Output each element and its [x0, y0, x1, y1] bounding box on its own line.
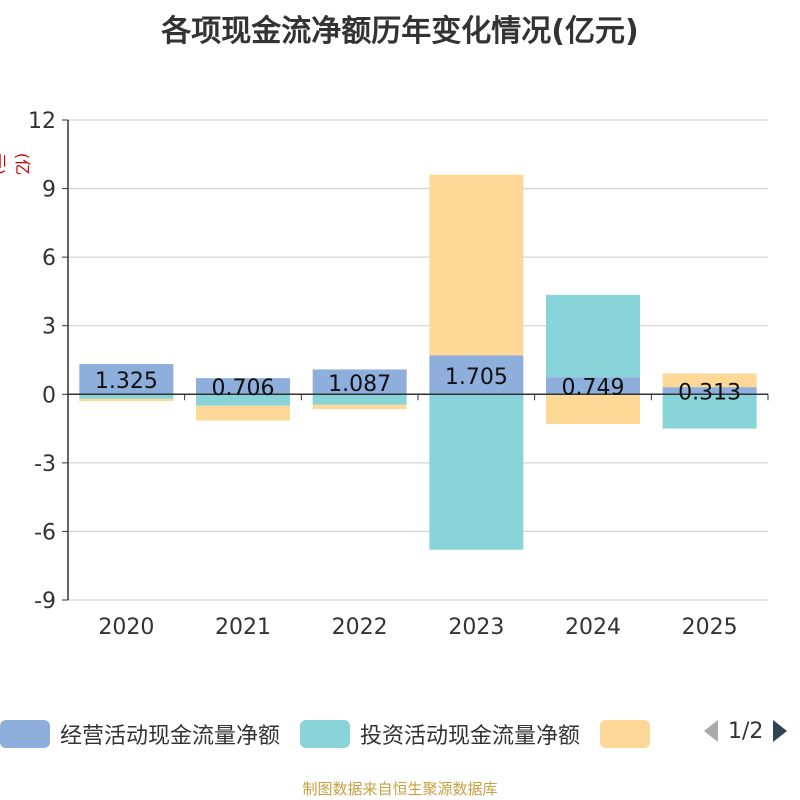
bar	[79, 398, 174, 402]
x-tick-label: 2021	[215, 615, 271, 640]
bar	[312, 369, 407, 395]
legend-swatch-investing	[300, 720, 351, 748]
legend-label-investing: 投资活动现金流量净额	[360, 724, 581, 749]
legend-page-indicator: 1/2	[728, 718, 764, 744]
legend-item-investing[interactable]: 投资活动现金流量净额	[300, 718, 580, 750]
chart-title: 各项现金流净额历年变化情况(亿元)	[161, 14, 639, 49]
data-label: 1.705	[445, 365, 508, 390]
y-tick-label: 3	[42, 315, 56, 340]
legend-item-operating[interactable]: 经营活动现金流量净额	[0, 718, 280, 750]
bar	[196, 405, 290, 421]
y-tick-label: -9	[34, 589, 56, 614]
bar	[79, 394, 174, 399]
x-tick-label: 2024	[565, 615, 621, 640]
x-tick-label: 2023	[448, 615, 504, 640]
next-page-icon[interactable]	[771, 718, 789, 744]
bar	[429, 174, 524, 356]
y-tick-label: 9	[42, 178, 56, 203]
y-tick-label: -6	[34, 520, 56, 545]
x-tick-label: 2025	[682, 615, 738, 640]
data-label: 1.325	[95, 369, 158, 394]
data-label: 0.749	[562, 376, 625, 401]
bar	[196, 394, 290, 406]
bar	[429, 355, 524, 395]
legend-label-operating: 经营活动现金流量净额	[60, 724, 281, 749]
data-label: 0.706	[212, 376, 275, 401]
y-tick-label: 0	[42, 383, 56, 408]
prev-page-icon[interactable]	[702, 718, 720, 744]
legend-item-financing[interactable]	[600, 720, 660, 748]
y-tick-label: 6	[42, 246, 56, 271]
bar	[312, 394, 407, 405]
bar	[196, 378, 290, 395]
y-tick-label: -3	[34, 452, 56, 477]
legend: 经营活动现金流量净额 投资活动现金流量净额	[0, 716, 680, 752]
bar	[662, 387, 757, 395]
x-tick-label: 2022	[332, 615, 388, 640]
bar	[662, 373, 757, 388]
bar	[546, 294, 640, 378]
bar	[546, 394, 640, 424]
bar	[312, 404, 407, 410]
y-tick-label: 12	[28, 109, 56, 134]
legend-pager: 1/2	[702, 718, 789, 744]
bar	[79, 364, 174, 395]
bar-chart: 12 9 6 3 0 -3 -6 -9 2020 2021 2022 2023 2024 2025 1.32…	[28, 109, 769, 640]
data-label: 0.313	[678, 381, 741, 406]
legend-swatch-operating	[0, 720, 50, 748]
data-source: 制图数据来自恒生聚源数据库	[302, 780, 498, 798]
x-tick-label: 2020	[98, 615, 154, 640]
data-label: 1.087	[328, 372, 391, 397]
bar	[546, 377, 640, 395]
legend-swatch-financing	[600, 720, 651, 748]
bar	[662, 394, 757, 429]
bar	[429, 394, 524, 550]
